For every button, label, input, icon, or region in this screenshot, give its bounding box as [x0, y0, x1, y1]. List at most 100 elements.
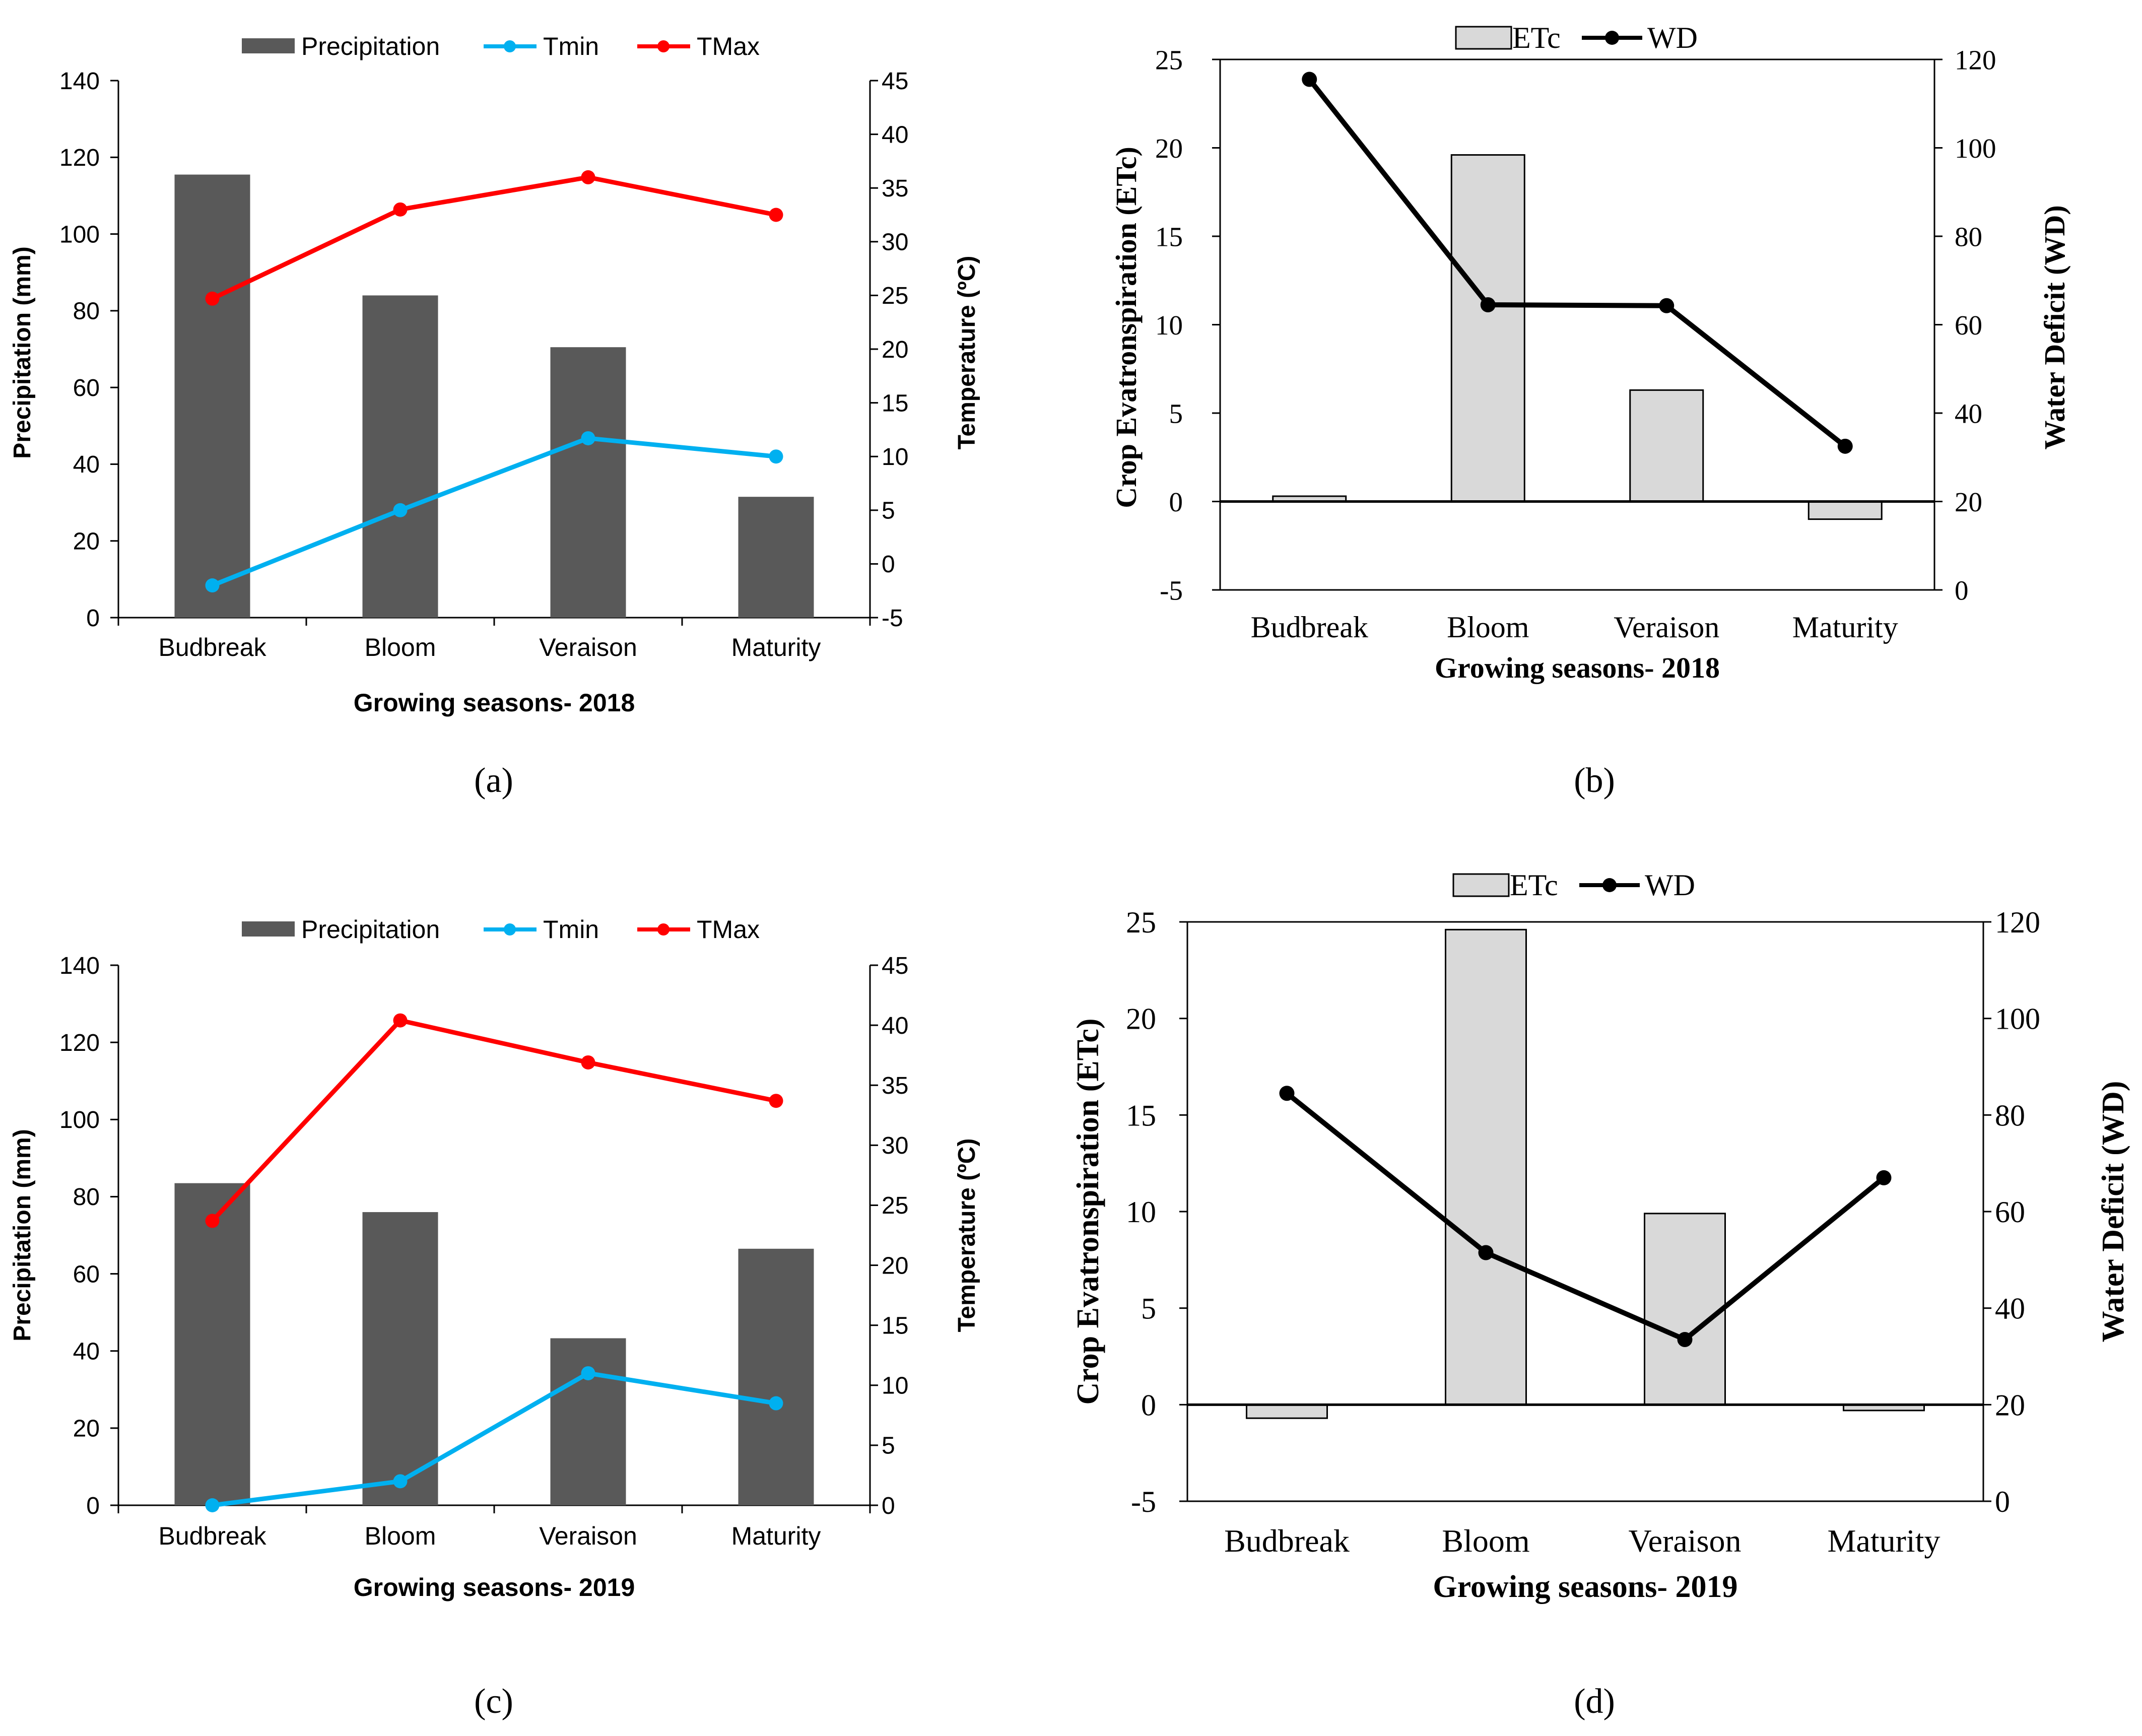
point-tmin-maturity	[769, 449, 783, 464]
left-tick-label: 25	[1155, 44, 1183, 75]
left-tick-label: 100	[59, 1107, 100, 1133]
x-category-label: Veraison	[539, 1522, 637, 1550]
right-tick-label: 30	[882, 229, 908, 256]
left-tick-label: 80	[73, 1184, 100, 1211]
point-wd-maturity	[1837, 438, 1853, 454]
left-y-axis-title: Precipitation (mm)	[9, 246, 36, 458]
left-tick-label: 15	[1126, 1099, 1156, 1132]
bar-precipitation-bloom	[362, 1212, 438, 1505]
right-y-axis-title: Temperature (ºC)	[954, 1139, 980, 1332]
right-tick-label: 20	[882, 1252, 908, 1279]
x-category-label: Maturity	[731, 633, 821, 661]
bar-precipitation-bloom	[362, 295, 438, 618]
right-tick-label: 0	[1995, 1485, 2010, 1518]
right-tick-label: 100	[1955, 133, 1996, 164]
right-tick-label: 15	[882, 1312, 908, 1339]
x-category-label: Budbreak	[158, 1522, 266, 1550]
legend: ETc WD	[1455, 21, 1698, 54]
left-tick-label: -5	[1131, 1485, 1156, 1518]
right-y-axis-title: Water Deficit (WD)	[2038, 205, 2071, 449]
right-tick-label: 120	[1995, 906, 2040, 939]
panel-a-chart: 0 20 40 60 80 100 120 140 -5 0 5 10 15 20 25 30 35 40 45 Bu…	[9, 32, 980, 800]
panel-b-chart: -5 0 5 10 15 20 25 0 20 40 60 80 100 120 Budbreak Bloom…	[1110, 21, 2071, 800]
point-tmax-veraison	[581, 1055, 595, 1070]
x-category-label: Maturity	[1792, 611, 1898, 644]
right-tick-label: 45	[882, 68, 908, 95]
legend-label-wd: WD	[1645, 869, 1695, 902]
point-tmin-veraison	[581, 1366, 595, 1380]
right-tick-label: 100	[1995, 1003, 2040, 1036]
left-tick-label: 40	[73, 1339, 100, 1365]
series-line-tmin	[211, 436, 776, 588]
point-tmin-bloom	[393, 503, 408, 517]
point-tmin-maturity	[769, 1396, 783, 1411]
point-tmin-veraison	[581, 431, 595, 445]
left-tick-label: -5	[1160, 575, 1183, 606]
legend-marker-tmin	[504, 40, 516, 52]
right-tick-label: 25	[882, 1192, 908, 1219]
left-tick-label: 40	[73, 451, 100, 478]
left-tick-label: 80	[73, 298, 100, 325]
legend-label-precipitation: Precipitation	[301, 32, 440, 60]
legend-label-tmax: TMax	[697, 32, 760, 60]
series-line-wd	[1307, 78, 1847, 448]
legend-label-tmax: TMax	[697, 915, 760, 944]
left-tick-label: 20	[1155, 133, 1183, 164]
point-tmax-budbreak	[205, 1214, 220, 1228]
right-tick-label: 45	[882, 953, 908, 979]
left-tick-label: 0	[1141, 1388, 1156, 1422]
panel-caption: (c)	[474, 1682, 513, 1721]
bar-precipitation-budbreak	[174, 1183, 250, 1505]
left-y-axis-title: Crop Evatronspiration (ETc)	[1110, 147, 1143, 508]
right-tick-label: 120	[1955, 44, 1996, 75]
legend-label-precipitation: Precipitation	[301, 915, 440, 944]
x-category-label: Bloom	[1442, 1523, 1529, 1559]
x-axis-title: Growing seasons- 2018	[354, 689, 635, 717]
left-y-axis-title: Crop Evatronspiration (ETc)	[1071, 1018, 1105, 1405]
right-tick-label: 40	[882, 1013, 908, 1039]
right-tick-label: 25	[882, 283, 908, 309]
right-tick-label: 5	[882, 498, 895, 524]
right-tick-label: 40	[1995, 1292, 2025, 1325]
x-category-label: Budbreak	[1251, 611, 1368, 644]
x-axis-title: Growing seasons- 2019	[354, 1573, 635, 1601]
right-tick-label: 5	[882, 1433, 895, 1459]
legend-marker-tmax	[657, 923, 670, 936]
x-category-label: Maturity	[1828, 1523, 1940, 1559]
right-y-axis-title: Temperature (ºC)	[954, 256, 980, 450]
left-tick-label: 60	[73, 1261, 100, 1288]
panel-caption: (b)	[1574, 761, 1615, 800]
panel-d-chart: -5 0 5 10 15 20 25 0 20 40 60 80 100 120 Budbreak Bloom…	[1071, 869, 2130, 1721]
right-tick-label: 20	[1995, 1388, 2025, 1422]
x-category-label: Bloom	[365, 1522, 436, 1550]
legend-label-wd: WD	[1647, 21, 1698, 54]
point-tmax-bloom	[393, 1013, 408, 1028]
right-tick-label: 80	[1955, 221, 1982, 252]
point-tmax-budbreak	[205, 291, 220, 306]
left-tick-label: 0	[86, 605, 100, 632]
left-tick-label: 5	[1169, 398, 1183, 429]
bar-precipitation-maturity	[738, 497, 814, 618]
right-tick-label: 15	[882, 390, 908, 417]
point-wd-bloom	[1478, 1245, 1494, 1260]
x-axis-title: Growing seasons- 2019	[1433, 1570, 1737, 1604]
point-tmin-budbreak	[205, 1498, 220, 1512]
legend-swatch-etc	[1452, 873, 1510, 897]
series-line-tmin	[212, 1371, 777, 1508]
left-tick-label: 100	[59, 221, 100, 248]
right-tick-label: 60	[1955, 310, 1982, 341]
x-category-label: Bloom	[365, 633, 436, 661]
left-tick-label: 25	[1126, 906, 1156, 939]
left-y-axis-title: Precipitation (mm)	[9, 1129, 36, 1341]
left-tick-label: 20	[1126, 1003, 1156, 1036]
series-line-wd	[1285, 1091, 1886, 1342]
right-tick-label: 20	[882, 337, 908, 363]
left-tick-label: 0	[1169, 487, 1183, 517]
legend-marker-wd	[1602, 878, 1617, 892]
left-tick-label: 140	[59, 68, 100, 95]
bar-etc-maturity	[1808, 501, 1883, 520]
right-tick-label: 60	[1995, 1195, 2025, 1229]
x-category-label: Budbreak	[158, 633, 266, 661]
right-tick-label: 40	[1955, 398, 1982, 429]
